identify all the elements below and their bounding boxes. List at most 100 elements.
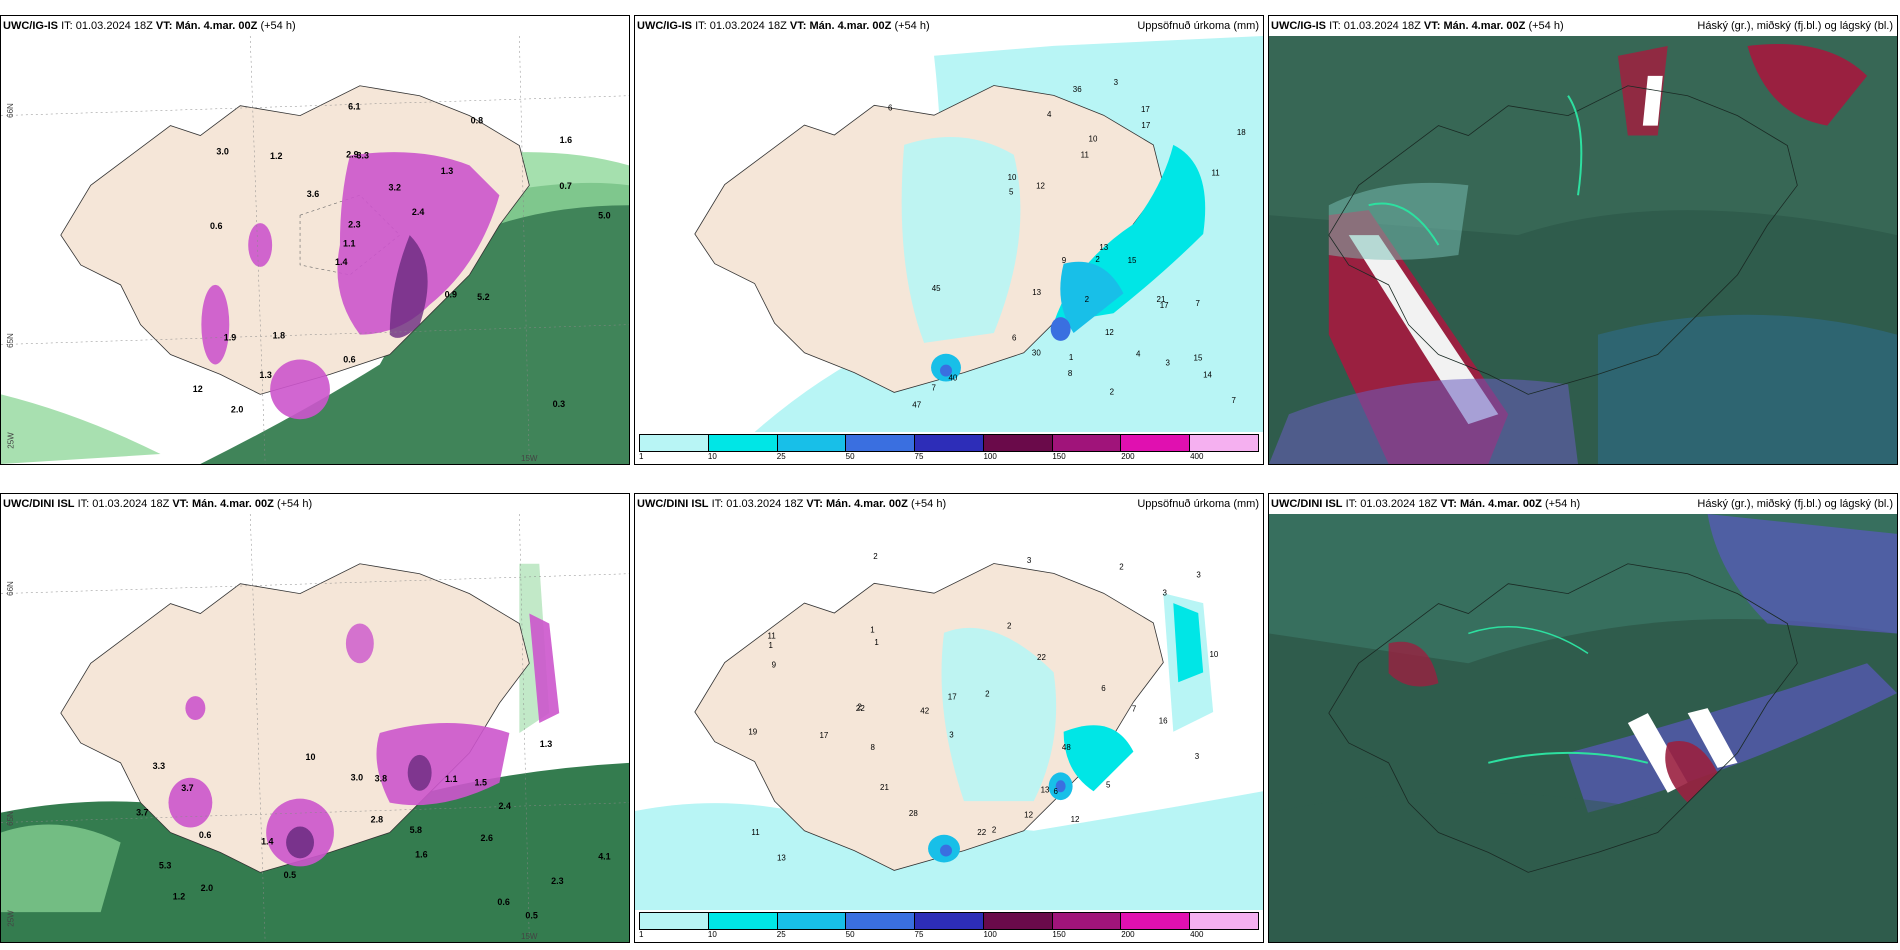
value-label: 47 [912,401,921,410]
value-label: 1 [768,641,773,650]
panel-header: UWC/IG-IS IT: 01.03.2024 18Z VT: Mán. 4.… [635,16,1263,36]
colorbar-cell [1121,435,1191,451]
lead-time: (+54 h) [1528,20,1564,32]
value-label: 28 [909,809,918,818]
value-label: 7 [932,383,937,392]
colorbar-cell [1121,913,1191,929]
colorbar-label: 25 [776,452,786,461]
value-label: 14 [1203,371,1212,380]
value-label: 11 [1211,169,1220,178]
value-label: 2 [1007,622,1012,631]
value-label: 1.3 [259,370,271,380]
vt-label: VT: [806,498,823,510]
value-label: 11 [751,828,760,837]
value-label: 3.7 [136,807,148,817]
value-label: 2 [1119,563,1124,572]
value-label: 11 [1081,150,1090,159]
value-label: 13 [1032,288,1041,297]
value-label: 11 [768,632,777,641]
value-label: 2 [1095,255,1100,264]
panel-precip-row2: UWC/DINI ISL IT: 01.03.2024 18Z VT: Mán.… [634,493,1264,943]
value-label: 6 [1101,684,1106,693]
grid-lon-15: 15W [521,454,538,463]
colorbar-cell [846,913,916,929]
colorbar-label: 200 [1121,452,1135,461]
value-label: 10 [306,752,316,762]
vt-label: VT: [1423,20,1441,32]
colorbar-cell [1190,913,1259,929]
value-label: 17 [1141,121,1150,130]
model-name: UWC/DINI ISL [637,498,709,510]
value-label: 2.3 [348,220,360,230]
value-label: 1.6 [560,135,572,145]
model-name: UWC/IG-IS [1271,20,1326,32]
value-label: 13 [1041,786,1050,795]
value-label: 2.4 [412,207,424,217]
value-label: 15 [1194,353,1203,362]
value-label: 1 [1069,353,1074,362]
value-label: 5.8 [410,825,422,835]
value-label: 1.4 [261,836,273,846]
colorbar-label: 50 [845,930,855,939]
value-label: 6 [1012,334,1017,343]
value-label: 13 [777,853,786,862]
vt-value: Mán. 4.mar. 00Z [825,498,908,510]
precip-map-svg: 7713243151736753036410214591864081517171… [635,36,1263,432]
value-label: 2 [857,703,862,712]
value-label: 5.0 [598,210,610,220]
value-label: 3 [1166,359,1171,368]
cloud-map[interactable] [1269,36,1897,464]
colorbar-cell [640,913,709,929]
panel-wind-row1: UWC/IG-IS IT: 01.03.2024 18Z VT: Mán. 4.… [0,15,630,465]
panel-header: UWC/IG-IS IT: 01.03.2024 18Z VT: Mán. 4.… [1269,16,1897,36]
value-label: 1.3 [540,739,552,749]
vt-label: VT: [155,20,173,32]
value-label: 30 [1032,348,1041,357]
value-label: 1.8 [273,330,285,340]
precip-title: Uppsöfnuð úrkoma (mm) [1137,498,1259,510]
cloud-map[interactable] [1269,514,1897,942]
value-label: 5.3 [159,861,171,871]
cloud-map-svg [1269,36,1897,464]
it-value: 01.03.2024 18Z [709,20,787,32]
cloud-title: Háský (gr.), miðský (fj.bl.) og lágský (… [1697,498,1893,510]
value-label: 4 [1136,349,1141,358]
it-label: IT: [695,20,707,32]
value-label: 2.4 [499,801,511,811]
vt-label: VT: [789,20,807,32]
value-label: 2.3 [551,876,563,886]
value-label: 1.3 [441,166,453,176]
model-name: UWC/DINI ISL [1271,498,1343,510]
value-label: 0.5 [284,870,296,880]
value-label: 2 [1085,295,1090,304]
value-label: 18 [1237,128,1246,137]
value-label: 1.9 [224,332,236,342]
colorbar-cell [708,913,778,929]
vt-value: Mán. 4.mar. 00Z [1443,20,1526,32]
panel-wind-row2: UWC/DINI ISL IT: 01.03.2024 18Z VT: Mán.… [0,493,630,943]
wind-map[interactable]: 0.5 0.6 1.6 3.3 2.3 3.7 2.0 1.4 1.5 3.0 1.1 0.6 0.5 1… [1,514,629,942]
value-label: 5.2 [477,292,489,302]
value-label: 42 [920,706,929,715]
precip-map[interactable]: 3 2 12 13 42 48 2 3 5 6 3 2 21 1 2 3 7 10 22 8 2 3 13 28 9 12 11 22… [635,514,1263,910]
value-label: 12 [1036,181,1045,190]
model-name: UWC/IG-IS [637,20,692,32]
it-value: 01.03.2024 18Z [92,498,170,510]
value-label: 3.3 [153,761,165,771]
value-label: 10 [1008,173,1017,182]
vt-label: VT: [172,498,189,510]
wind-map[interactable]: 0.3 0.6 1.6 1.4 1.3 2.0 2.9 3.2 1.9 3.6 12 1.3 3.3 2.… [1,36,629,464]
wind-map-svg: 0.3 0.6 1.6 1.4 1.3 2.0 2.9 3.2 1.9 3.6 12 1.3 3.3 2.… [1,36,629,464]
lead-time: (+54 h) [910,498,947,510]
colorbar-cell [1052,913,1122,929]
colorbar-label: 400 [1190,452,1204,461]
colorbar-label: 75 [914,930,924,939]
grid-lat-66: 66N [5,581,15,596]
colorbar-label: 1 [639,930,644,939]
precip-map[interactable]: 7 7 13 2 4 3 15 17 3 6 7 5 30 36 4 10 21 45 9 18 6 40 8 15 17 17 1… [635,36,1263,432]
model-name: UWC/DINI ISL [3,498,75,510]
value-label: 17 [820,731,829,740]
colorbar-cell [708,435,778,451]
colorbar-cell [983,913,1053,929]
it-label: IT: [711,498,724,510]
